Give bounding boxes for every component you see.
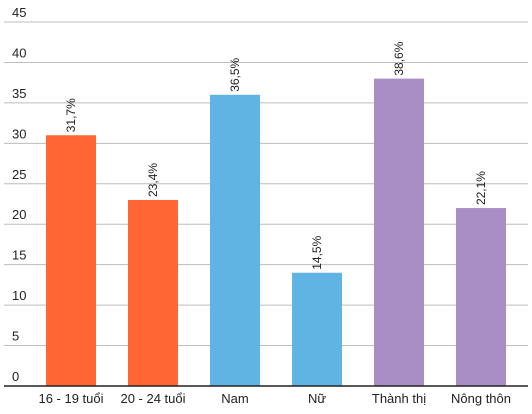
y-tick-label: 35 (12, 86, 26, 101)
bar (210, 94, 260, 387)
y-tick-label: 25 (12, 167, 26, 182)
bars (46, 78, 506, 387)
bar (292, 272, 342, 386)
y-tick-label: 0 (12, 369, 19, 384)
bar (374, 78, 424, 386)
bar (128, 199, 178, 386)
data-label: 36,5% (228, 57, 242, 91)
data-label: 23,4% (146, 163, 160, 197)
data-label: 31,7% (64, 98, 78, 132)
x-axis-category-labels: 16 - 19 tuổi 20 - 24 tuổi Nam Nữ Thành thị Nô… (38, 391, 511, 406)
data-label: 38,6% (392, 41, 406, 75)
y-tick-label: 10 (12, 288, 26, 303)
data-label: 14,5% (310, 235, 324, 269)
bar (456, 208, 506, 386)
y-tick-label: 5 (12, 329, 19, 344)
y-tick-label: 30 (12, 126, 26, 141)
y-axis-tick-labels: 0 5 10 15 20 25 30 35 40 45 (12, 5, 26, 384)
x-category-label: 16 - 19 tuổi (38, 391, 103, 406)
x-category-label: Nam (221, 391, 248, 406)
y-tick-label: 40 (12, 45, 26, 60)
data-label: 22,1% (474, 171, 488, 205)
x-category-label: Nông thôn (451, 391, 511, 406)
y-tick-label: 45 (12, 5, 26, 20)
y-tick-label: 20 (12, 207, 26, 222)
bar (46, 135, 96, 386)
x-category-label: Nữ (308, 391, 326, 406)
x-category-label: Thành thị (372, 391, 426, 406)
data-labels: 31,7% 23,4% 36,5% 14,5% 38,6% 22,1% (64, 41, 488, 269)
y-tick-label: 15 (12, 248, 26, 263)
x-category-label: 20 - 24 tuổi (120, 391, 185, 406)
